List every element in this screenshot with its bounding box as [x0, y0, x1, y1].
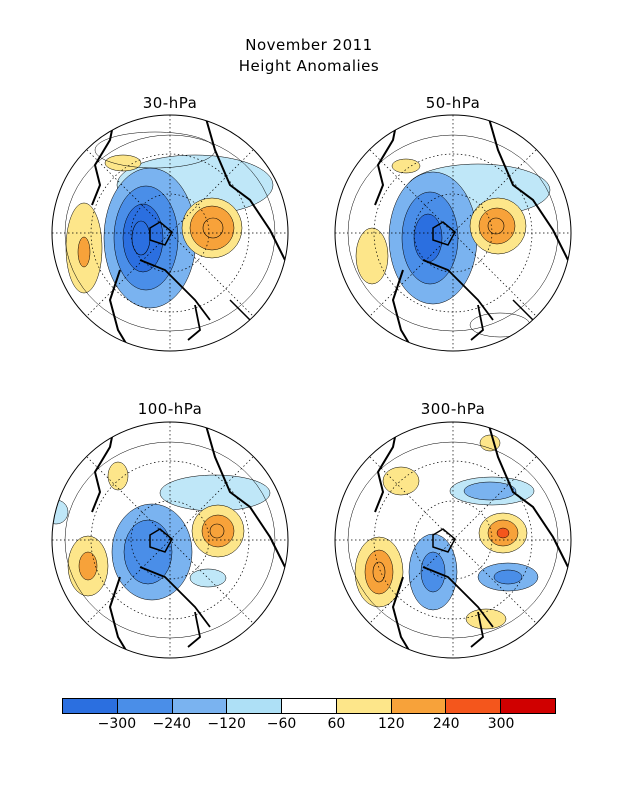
colorbar-segment	[336, 699, 392, 713]
colorbar-segment	[501, 699, 556, 713]
colorbar-tick-label: 60	[327, 716, 346, 732]
colorbar-tick-label: −240	[152, 716, 191, 732]
panel-label-300hpa: 300-hPa	[420, 400, 486, 418]
panel-label-50hpa: 50-hPa	[425, 94, 481, 112]
colorbar-tick-label: 300	[487, 716, 515, 732]
colorbar-segment	[227, 699, 283, 713]
map-panel-50hpa	[334, 114, 572, 352]
colorbar-segment	[391, 699, 447, 713]
colorbar-tick-label: −300	[97, 716, 137, 732]
map-panel-300hpa	[334, 421, 572, 659]
colorbar-tick-label: 240	[432, 716, 460, 732]
colorbar-segment	[446, 699, 502, 713]
colorbar-tick-label: −60	[266, 716, 297, 732]
map-panel-30hpa	[51, 114, 289, 352]
figure-title: November 2011	[245, 36, 373, 54]
colorbar-tick-label: −120	[207, 716, 246, 732]
colorbar-tick-label: 120	[377, 716, 405, 732]
colorbar-segment	[172, 699, 228, 713]
colorbar	[62, 698, 556, 714]
colorbar-segment	[282, 699, 337, 713]
figure-subtitle: Height Anomalies	[238, 57, 380, 75]
panel-label-30hpa: 30-hPa	[142, 94, 198, 112]
map-panel-100hpa	[51, 421, 289, 659]
polar-maps	[51, 114, 572, 659]
panel-label-100hpa: 100-hPa	[137, 400, 203, 418]
colorbar-segment	[63, 699, 118, 713]
colorbar-segment	[117, 699, 173, 713]
